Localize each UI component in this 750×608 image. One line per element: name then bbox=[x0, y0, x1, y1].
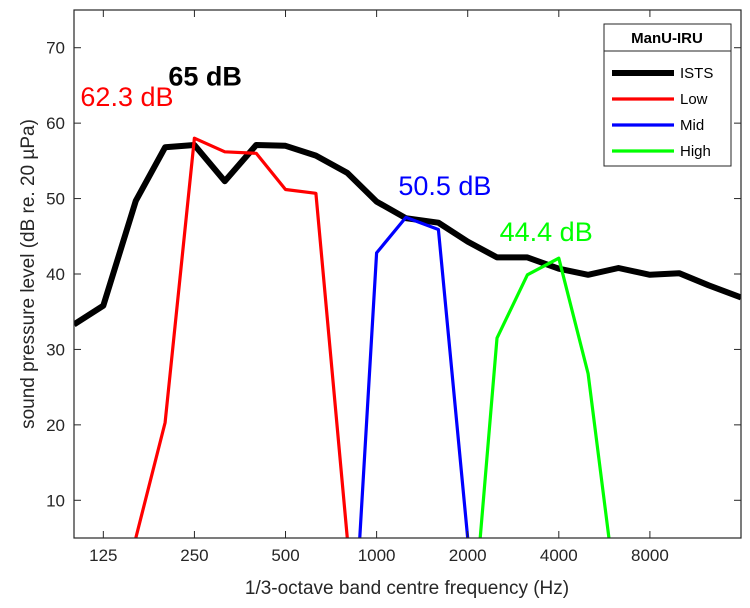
y-tick-label: 70 bbox=[46, 39, 65, 58]
x-tick-label: 1000 bbox=[358, 546, 396, 565]
y-tick-label: 50 bbox=[46, 190, 65, 209]
legend-label-low: Low bbox=[680, 91, 708, 108]
series-line-mid bbox=[358, 215, 470, 538]
series-line-high bbox=[478, 256, 611, 538]
y-tick-label: 40 bbox=[46, 265, 65, 284]
x-tick-label: 500 bbox=[271, 546, 299, 565]
series-layer bbox=[74, 136, 741, 538]
legend-box bbox=[603, 23, 732, 167]
x-tick-label: 8000 bbox=[631, 546, 669, 565]
x-tick-label: 250 bbox=[180, 546, 208, 565]
x-tick-label: 125 bbox=[89, 546, 117, 565]
annotation-label: 50.5 dB bbox=[398, 171, 491, 201]
annotation-label: 65 dB bbox=[168, 61, 242, 91]
y-tick-label: 30 bbox=[46, 340, 65, 359]
legend-label-high: High bbox=[680, 143, 711, 160]
x-tick-label: 2000 bbox=[449, 546, 487, 565]
ticks-layer: 125 250 500 1000 2000 4000 8000 10 20 30 40 50 60 70 bbox=[46, 10, 741, 565]
x-axis-label: 1/3-octave band centre frequency (Hz) bbox=[245, 578, 569, 599]
y-tick-label: 60 bbox=[46, 114, 65, 133]
y-tick-label: 10 bbox=[46, 491, 65, 510]
legend-label-ists: ISTS bbox=[680, 65, 713, 82]
annotation-label: 62.3 dB bbox=[80, 82, 173, 112]
legend-label-mid: Mid bbox=[680, 117, 704, 134]
y-tick-label: 20 bbox=[46, 416, 65, 435]
legend: ManU-IRU ISTS Low Mid High bbox=[603, 23, 732, 167]
legend-entries: ISTS Low Mid High bbox=[612, 65, 713, 160]
y-axis-label: sound pressure level (dB re. 20 µPa) bbox=[18, 119, 39, 429]
x-tick-label: 4000 bbox=[540, 546, 578, 565]
series-line-low bbox=[134, 136, 349, 538]
annotation-label: 44.4 dB bbox=[500, 217, 593, 247]
legend-title: ManU-IRU bbox=[631, 30, 703, 47]
